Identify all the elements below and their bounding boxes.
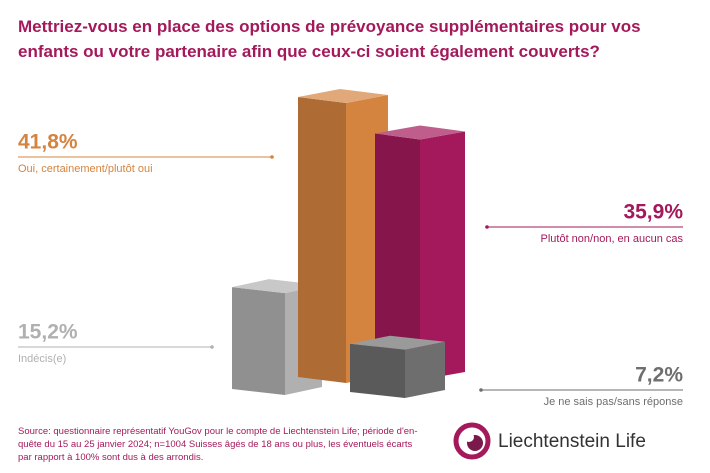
value-label: 41,8% bbox=[18, 131, 78, 154]
category-label: Plutôt non/non, en aucun cas bbox=[541, 233, 684, 245]
value-label: 35,9% bbox=[623, 201, 683, 224]
source-note: Source: questionnaire représentatif YouG… bbox=[18, 426, 418, 463]
value-label: 7,2% bbox=[635, 364, 683, 387]
chart-title: Mettriez-vous en place des options de pr… bbox=[18, 17, 641, 61]
bar-top-face bbox=[350, 335, 445, 350]
leader-dot bbox=[210, 345, 214, 349]
leader-dot bbox=[485, 225, 489, 229]
category-label: Indécis(e) bbox=[18, 353, 66, 365]
bar-right-face bbox=[420, 131, 465, 380]
leader-dot bbox=[270, 155, 274, 159]
bar bbox=[350, 335, 445, 398]
category-label: Je ne sais pas/sans réponse bbox=[544, 396, 683, 408]
bar-right-face bbox=[405, 341, 445, 398]
bar-top-face bbox=[298, 88, 388, 103]
bar-left-face bbox=[232, 287, 285, 395]
leader-dot bbox=[479, 388, 483, 392]
bar-left-face bbox=[350, 343, 405, 398]
logo-text: Liechtenstein Life bbox=[498, 431, 646, 452]
bar bbox=[375, 125, 465, 380]
logo-icon bbox=[453, 422, 491, 460]
value-label: 15,2% bbox=[18, 321, 78, 344]
bar-left-face bbox=[298, 96, 346, 383]
category-label: Oui, certainement/plutôt oui bbox=[18, 163, 153, 175]
bar-top-face bbox=[375, 125, 465, 140]
bar-left-face bbox=[375, 133, 420, 380]
